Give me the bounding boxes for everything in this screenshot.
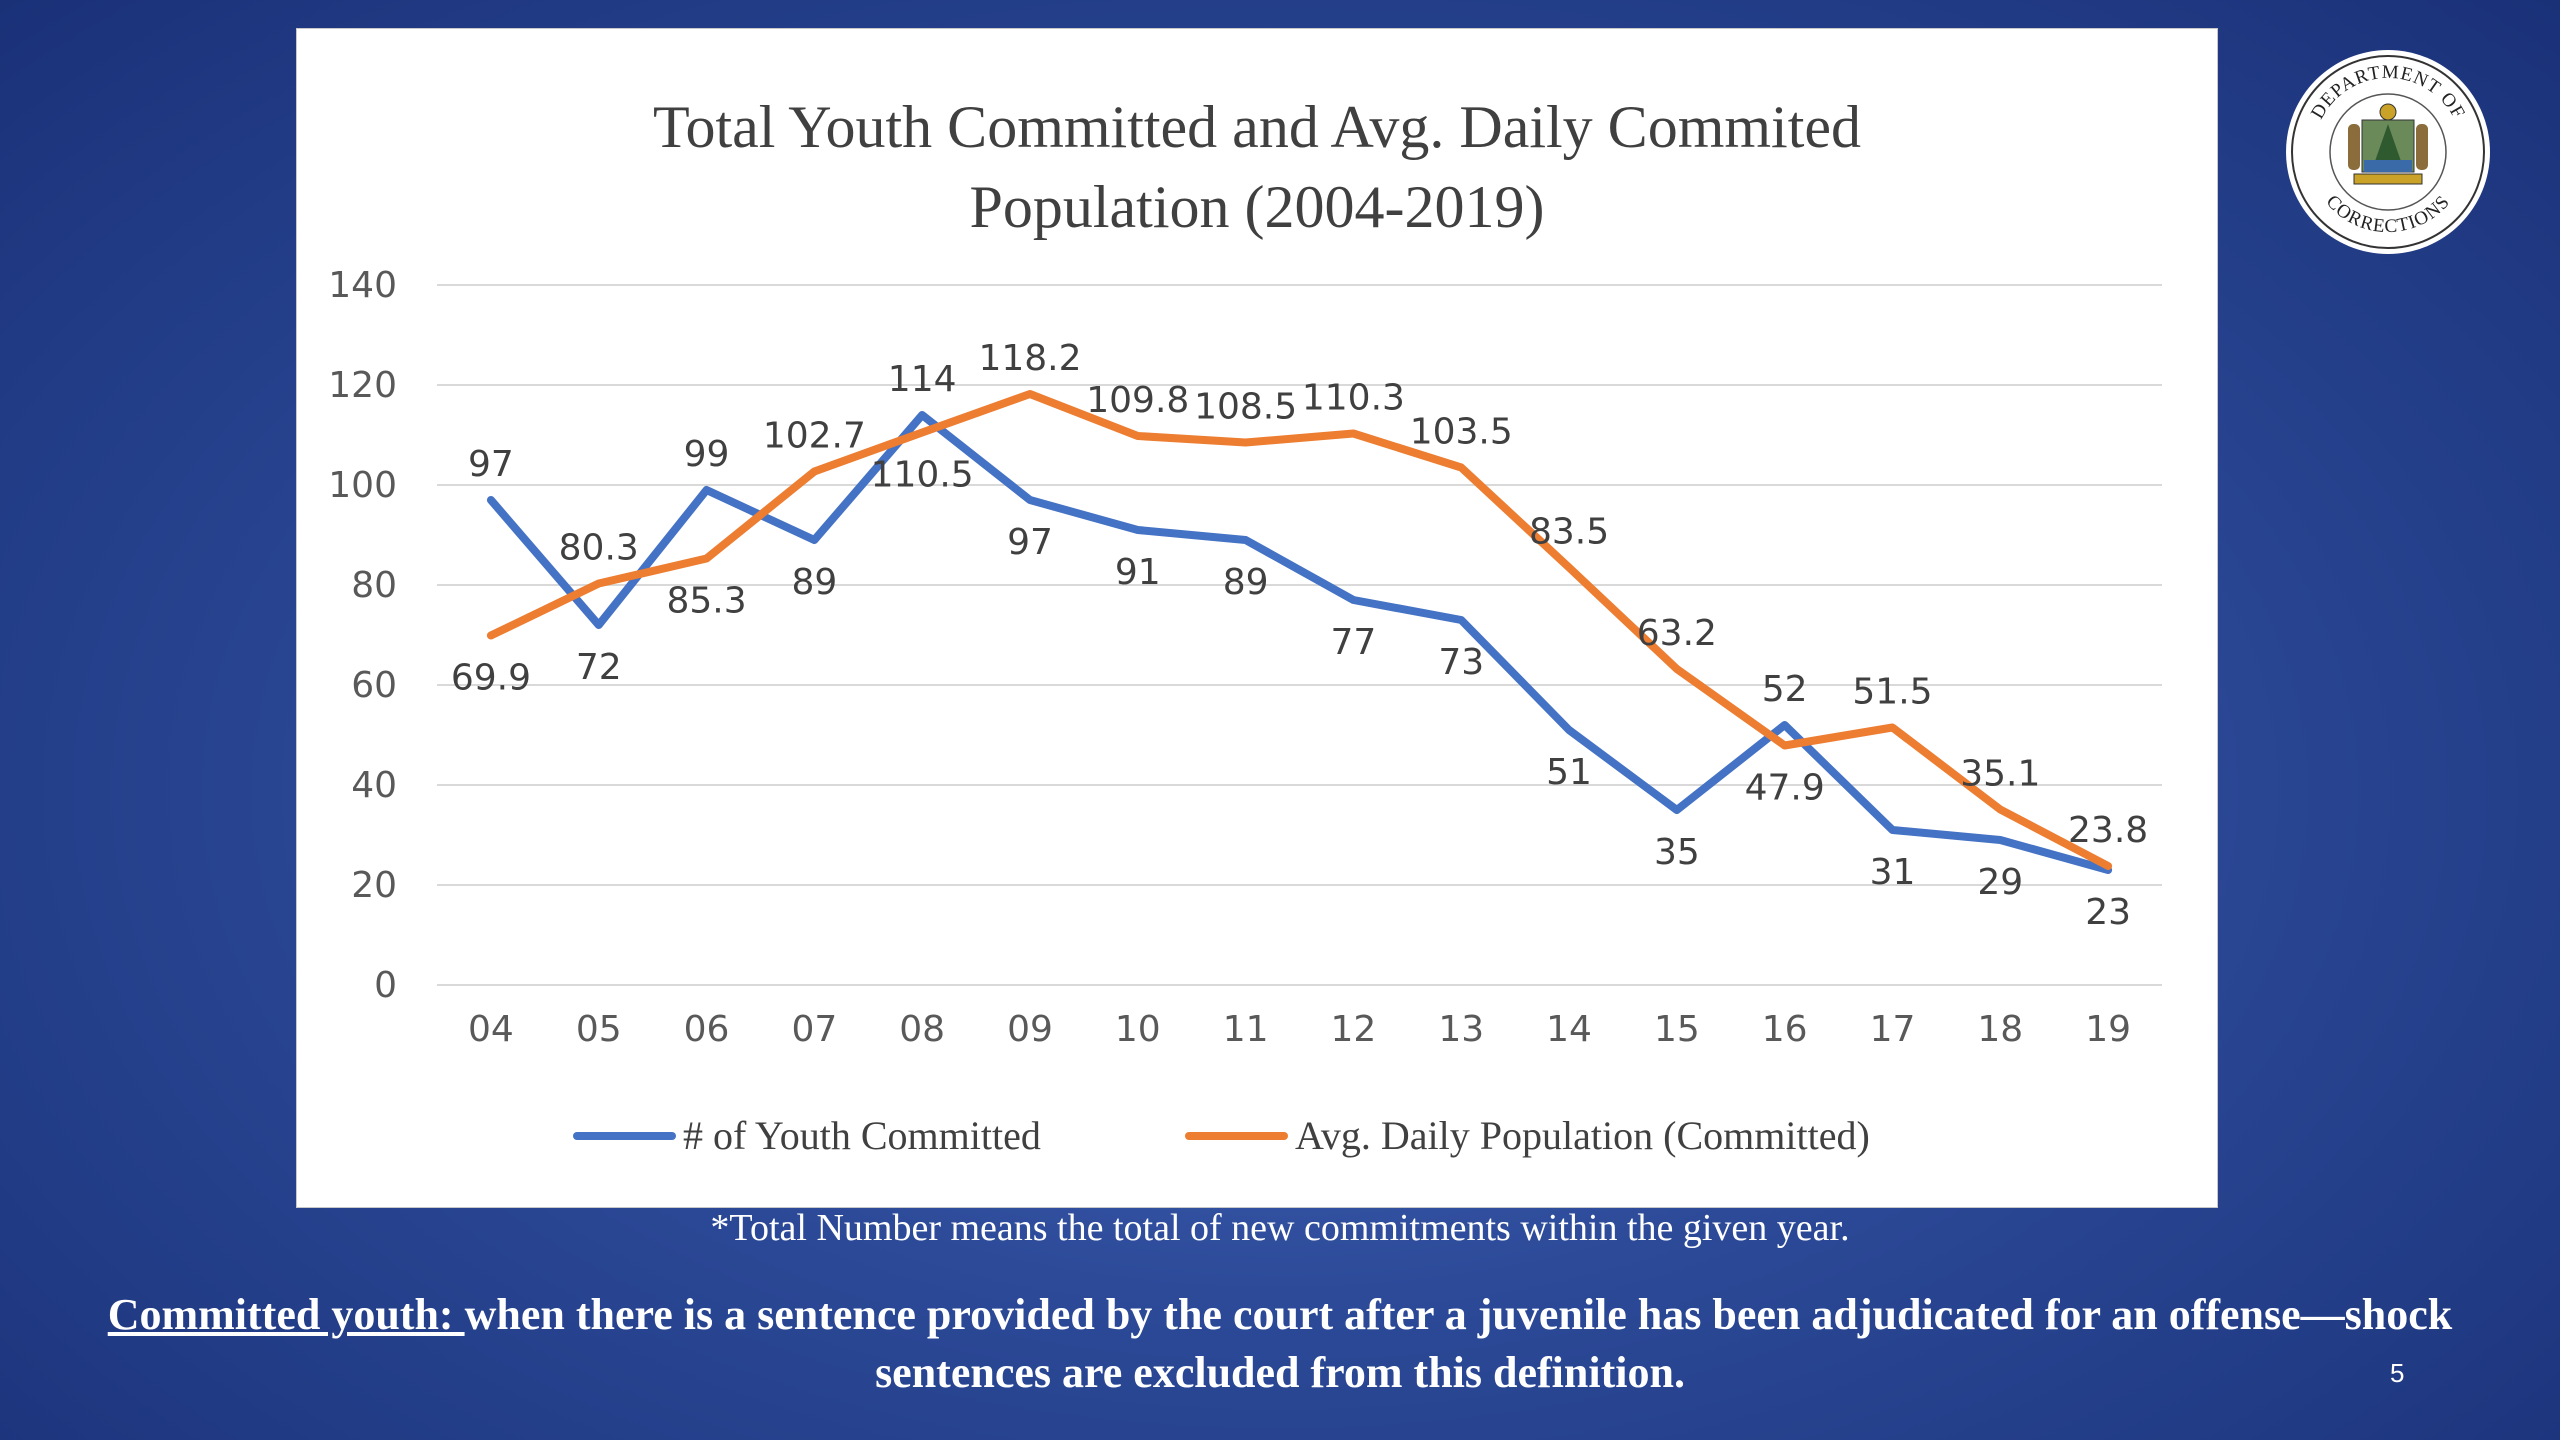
data-label: 110.5 bbox=[871, 455, 974, 496]
chart-title-line1: Total Youth Committed and Avg. Daily Com… bbox=[653, 94, 1861, 160]
series-line-0 bbox=[486, 411, 2113, 874]
data-label: 35.1 bbox=[1960, 754, 2040, 795]
footnote: *Total Number means the total of new com… bbox=[710, 1207, 1850, 1249]
data-label: 47.9 bbox=[1745, 768, 1825, 809]
data-label: 89 bbox=[791, 562, 837, 603]
y-tick-label: 60 bbox=[351, 665, 397, 706]
y-tick-label: 0 bbox=[374, 965, 397, 1006]
data-label: 80.3 bbox=[559, 528, 639, 569]
y-tick-label: 120 bbox=[328, 365, 397, 406]
data-label: 63.2 bbox=[1637, 613, 1717, 654]
gridlines bbox=[437, 284, 2162, 986]
x-tick-label: 15 bbox=[1654, 1009, 1700, 1050]
series-lines bbox=[486, 390, 2113, 874]
x-tick-label: 16 bbox=[1762, 1009, 1808, 1050]
data-label: 72 bbox=[576, 647, 622, 688]
data-label: 97 bbox=[468, 444, 514, 485]
data-labels: 97 72 99 89 114 97 91 89 77 73 51 35 52 31 29 23 69.9 80.… bbox=[451, 338, 2148, 933]
data-label: 103.5 bbox=[1410, 412, 1513, 453]
x-axis-ticks: 04 05 06 07 08 09 10 11 12 13 14 15 16 17 18 19 bbox=[468, 1009, 2131, 1050]
data-label: 97 bbox=[1007, 522, 1053, 563]
data-label: 77 bbox=[1331, 622, 1377, 663]
y-tick-label: 20 bbox=[351, 865, 397, 906]
x-tick-label: 07 bbox=[791, 1009, 837, 1050]
y-tick-label: 40 bbox=[351, 765, 397, 806]
x-tick-label: 17 bbox=[1870, 1009, 1916, 1050]
data-label: 89 bbox=[1223, 562, 1269, 603]
y-axis-ticks: 0 20 40 60 80 100 120 140 bbox=[328, 265, 397, 1006]
data-label: 108.5 bbox=[1194, 387, 1297, 428]
x-tick-label: 14 bbox=[1546, 1009, 1592, 1050]
data-label: 83.5 bbox=[1529, 512, 1609, 553]
data-label: 52 bbox=[1762, 669, 1808, 710]
legend-label: # of Youth Committed bbox=[683, 1113, 1041, 1158]
x-tick-label: 06 bbox=[684, 1009, 730, 1050]
x-tick-label: 11 bbox=[1223, 1009, 1269, 1050]
data-label: 102.7 bbox=[763, 416, 866, 457]
data-label: 85.3 bbox=[666, 581, 746, 622]
data-label: 51.5 bbox=[1852, 672, 1932, 713]
data-label: 91 bbox=[1115, 552, 1161, 593]
data-label: 110.3 bbox=[1302, 378, 1405, 419]
y-tick-label: 80 bbox=[351, 565, 397, 606]
line-chart: Total Youth Committed and Avg. Daily Com… bbox=[328, 94, 2162, 1158]
x-tick-label: 09 bbox=[1007, 1009, 1053, 1050]
data-label: 51 bbox=[1546, 752, 1592, 793]
data-label: 23.8 bbox=[2068, 810, 2148, 851]
x-tick-label: 18 bbox=[1977, 1009, 2023, 1050]
legend: # of Youth Committed Avg. Daily Populatio… bbox=[573, 1113, 1870, 1158]
x-tick-label: 08 bbox=[899, 1009, 945, 1050]
definition-term: Committed youth: bbox=[107, 1290, 465, 1339]
chart-title-line2: Population (2004-2019) bbox=[970, 174, 1545, 240]
y-tick-label: 140 bbox=[328, 265, 397, 306]
page-number: 5 bbox=[2390, 1358, 2405, 1388]
x-tick-label: 13 bbox=[1438, 1009, 1484, 1050]
y-tick-label: 100 bbox=[328, 465, 397, 506]
x-tick-label: 12 bbox=[1331, 1009, 1377, 1050]
data-label: 109.8 bbox=[1086, 380, 1189, 421]
x-tick-label: 05 bbox=[576, 1009, 622, 1050]
data-label: 31 bbox=[1870, 852, 1916, 893]
legend-label: Avg. Daily Population (Committed) bbox=[1295, 1113, 1870, 1158]
data-label: 99 bbox=[684, 434, 730, 475]
corrections-seal-icon: DEPARTMENT OF CORRECTIONS bbox=[2286, 50, 2490, 254]
data-label: 29 bbox=[1977, 862, 2023, 903]
data-label: 23 bbox=[2085, 892, 2131, 933]
x-tick-label: 10 bbox=[1115, 1009, 1161, 1050]
definition: Committed youth: when there is a sentenc… bbox=[40, 1286, 2520, 1402]
data-label: 114 bbox=[888, 359, 957, 400]
data-label: 73 bbox=[1438, 642, 1484, 683]
chart-panel: Total Youth Committed and Avg. Daily Com… bbox=[296, 28, 2218, 1208]
data-label: 35 bbox=[1654, 832, 1700, 873]
definition-text: when there is a sentence provided by the… bbox=[464, 1290, 2453, 1397]
x-tick-label: 19 bbox=[2085, 1009, 2131, 1050]
data-label: 69.9 bbox=[451, 658, 531, 699]
x-tick-label: 04 bbox=[468, 1009, 514, 1050]
data-label: 118.2 bbox=[978, 338, 1081, 379]
series-line-1 bbox=[486, 390, 2113, 870]
